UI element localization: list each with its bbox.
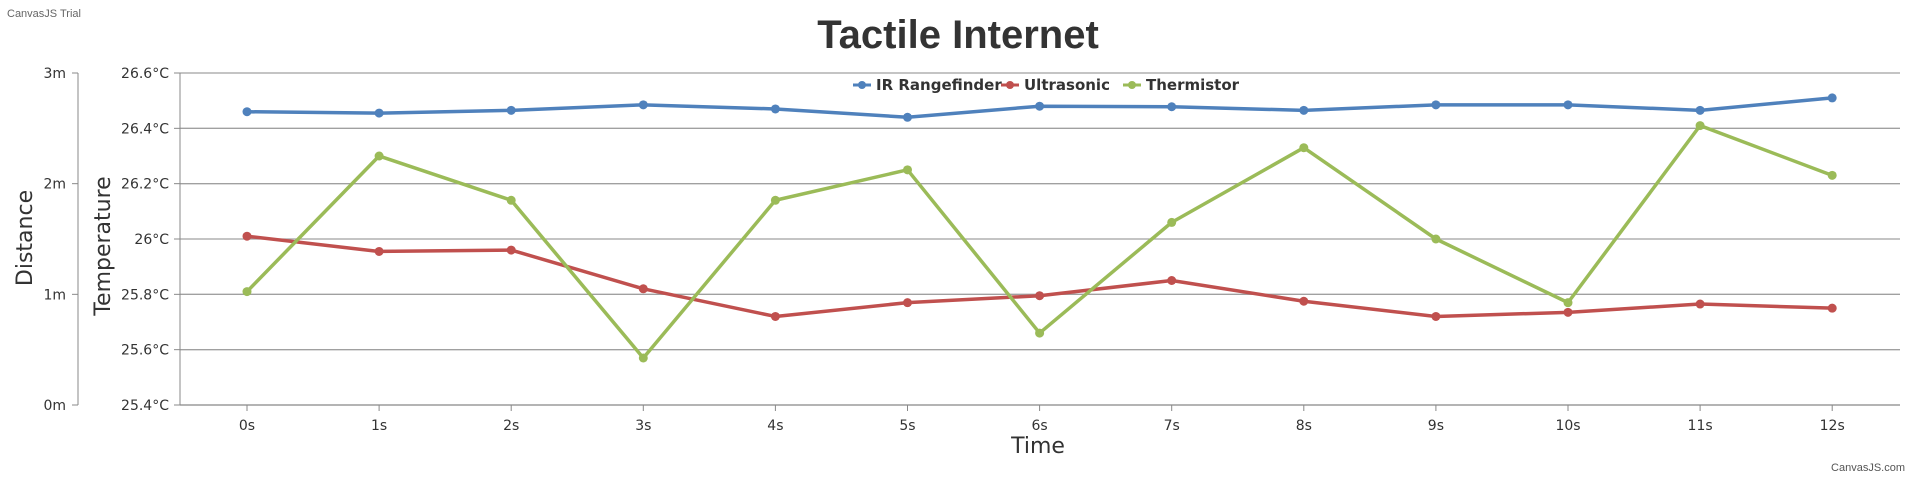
y-tick-label-primary: 26.6°C [121,66,169,82]
axes: 25.4°C 25.6°C 25.8°C 26°C 26.2°C 26.4°C 26.6°C… [43,66,1900,434]
y-tick-label-primary: 26.2°C [121,177,169,193]
x-tick-label: 6s [1031,418,1047,434]
y-tick-label-primary: 25.6°C [121,343,169,359]
y-tick-label-primary: 25.4°C [121,398,169,414]
x-axis-title: Time [1010,434,1065,459]
y-tick-label-primary: 26°C [134,232,169,248]
series-group [242,93,1837,363]
legend-marker [1128,81,1136,89]
legend[interactable]: IR Rangefinder Ultrasonic Thermistor [853,76,1240,94]
legend-label: Thermistor [1146,76,1240,94]
data-point[interactable] [1431,311,1441,321]
data-point[interactable] [1299,143,1309,153]
y-axis-title-secondary: Distance [13,190,38,286]
data-point[interactable] [1695,299,1705,309]
legend-marker [858,81,866,89]
x-tick-label: 9s [1428,418,1444,434]
data-point[interactable] [770,311,780,321]
legend-label: IR Rangefinder [876,76,1002,94]
x-tick-label: 1s [371,418,387,434]
data-point[interactable] [1167,102,1177,112]
legend-marker [1006,81,1014,89]
data-point[interactable] [506,105,516,115]
legend-item[interactable]: Ultrasonic [1001,76,1110,94]
y-tick-label-secondary: 3m [43,66,66,82]
series-line [246,234,1833,319]
data-point[interactable] [242,287,252,297]
data-point[interactable] [1827,170,1837,180]
y-tick-label-primary: 25.8°C [121,287,169,303]
data-point[interactable] [506,195,516,205]
data-point[interactable] [638,100,648,110]
data-point[interactable] [1035,328,1045,338]
data-point[interactable] [1695,105,1705,115]
x-tick-label: 11s [1688,418,1713,434]
credit-link[interactable]: CanvasJS.com [1831,462,1905,474]
x-tick-label: 0s [239,418,255,434]
legend-label: Ultrasonic [1024,76,1110,94]
data-point[interactable] [242,231,252,241]
data-point[interactable] [1167,276,1177,285]
data-point[interactable] [1827,303,1837,313]
data-point[interactable] [1431,234,1441,244]
data-point[interactable] [374,151,384,161]
data-point[interactable] [638,353,648,363]
series-line [245,123,1833,360]
data-point[interactable] [1563,298,1573,308]
data-point[interactable] [1299,105,1309,115]
x-tick-label: 5s [899,418,915,434]
data-point[interactable] [374,246,384,256]
series-thermistor [242,121,1837,363]
data-point[interactable] [903,298,912,308]
y-tick-label-secondary: 1m [43,287,66,303]
data-point[interactable] [1827,93,1837,103]
data-point[interactable] [770,104,780,114]
legend-item[interactable]: IR Rangefinder [853,76,1002,94]
data-point[interactable] [506,245,516,255]
trial-watermark: CanvasJS Trial [7,8,81,20]
x-tick-label: 7s [1164,418,1180,434]
x-tick-label: 4s [767,418,783,434]
data-point[interactable] [1035,101,1045,111]
x-tick-label: 2s [503,418,519,434]
data-point[interactable] [903,112,912,122]
data-point[interactable] [770,195,780,205]
x-tick-label: 12s [1820,418,1845,434]
series-ultrasonic [242,231,1837,321]
series-ir-rangefinder [242,93,1837,122]
y-tick-label-primary: 26.4°C [121,121,169,137]
y-tick-label-secondary: 2m [43,177,66,193]
data-point[interactable] [1695,121,1705,131]
x-tick-label: 3s [635,418,651,434]
y-tick-label-secondary: 0m [43,398,66,414]
data-point[interactable] [374,108,384,118]
data-point[interactable] [1035,291,1045,301]
data-point[interactable] [1563,307,1573,317]
x-tick-label: 8s [1296,418,1312,434]
data-point[interactable] [242,107,252,117]
data-point[interactable] [1431,100,1441,110]
x-tick-label: 10s [1555,418,1580,434]
data-point[interactable] [903,165,912,175]
data-point[interactable] [1299,296,1309,306]
data-point[interactable] [1563,100,1573,110]
legend-item[interactable]: Thermistor [1123,76,1240,94]
chart-title: Tactile Internet [817,13,1099,57]
y-axis-title-primary: Temperature [91,176,116,316]
data-point[interactable] [1167,217,1177,227]
data-point[interactable] [638,284,648,294]
